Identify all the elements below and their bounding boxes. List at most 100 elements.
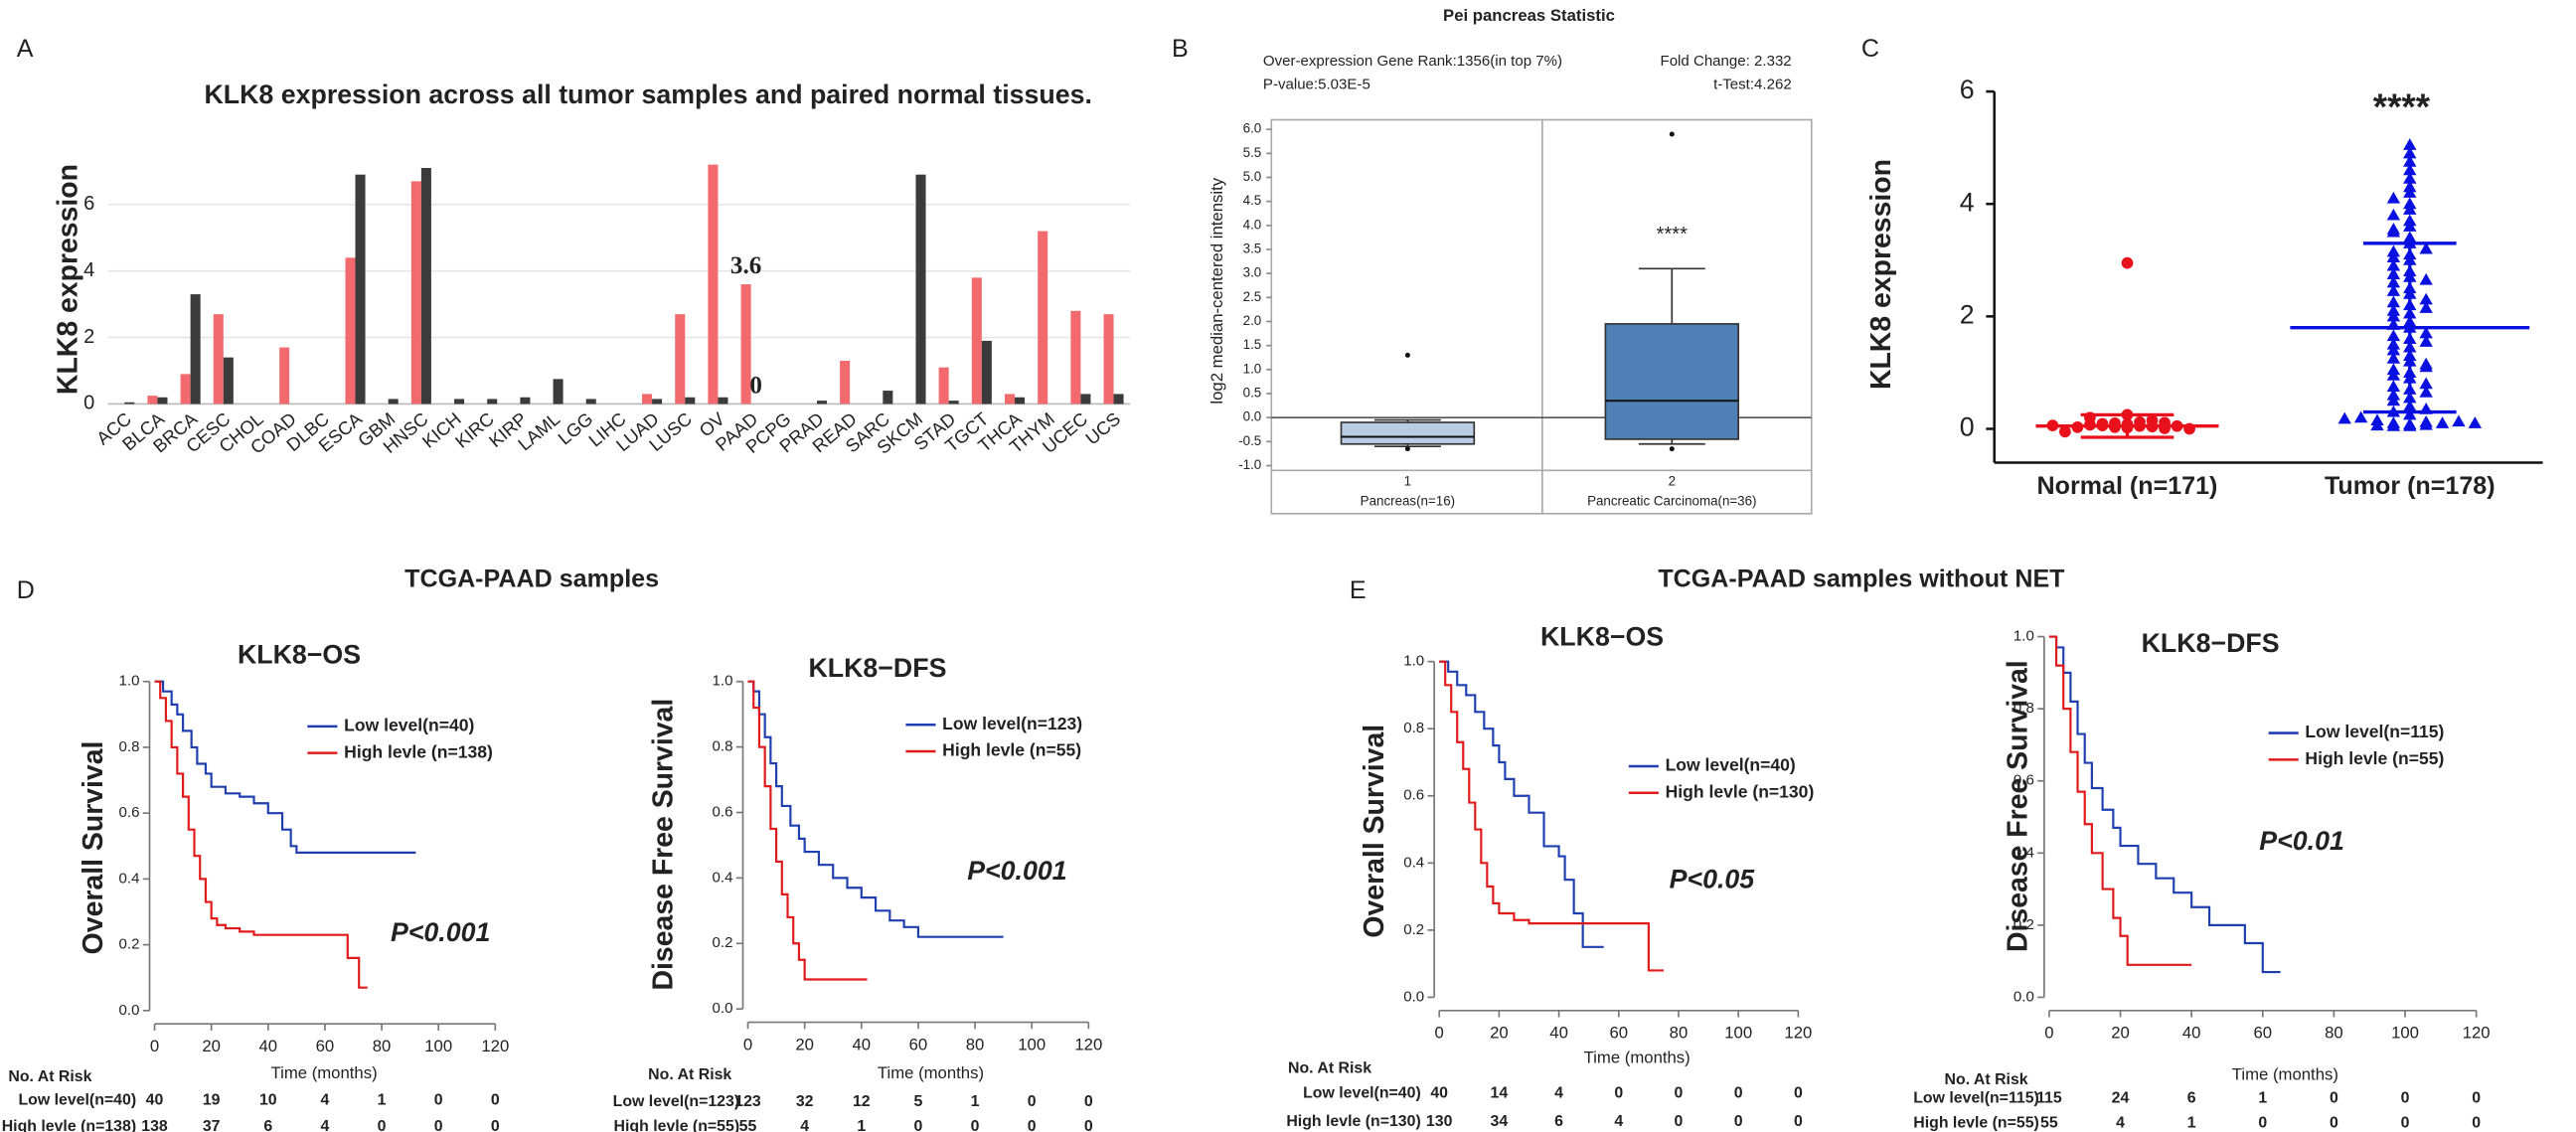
data-point <box>2419 417 2433 430</box>
y-tick-label: 0.4 <box>2013 844 2034 861</box>
survival-curve <box>154 680 416 854</box>
bar <box>180 374 191 404</box>
bar <box>718 397 728 404</box>
survival-curve <box>1439 660 1664 972</box>
x-axis-title: Time (months) <box>1584 1049 1690 1067</box>
chart-title: KLK8−DFS <box>2142 628 2280 658</box>
risk-cell: 0 <box>1794 1085 1803 1102</box>
y-tick-label: 0.8 <box>1403 720 1424 736</box>
risk-row-label: High levle (n=138) <box>2 1118 136 1132</box>
chart-title: KLK8 expression across all tumor samples… <box>204 80 1091 109</box>
bar <box>585 399 596 404</box>
x-tick-label: 40 <box>2182 1024 2201 1043</box>
bar <box>840 360 851 404</box>
risk-cell: 4 <box>2116 1115 2125 1132</box>
y-tick-label: 1.0 <box>1243 361 1262 376</box>
bar <box>1015 397 1026 404</box>
risk-cell: 0 <box>1614 1085 1623 1102</box>
y-tick-label: 4.0 <box>1243 217 1262 232</box>
y-tick-label: 6 <box>1960 75 1975 104</box>
x-tick-label: 80 <box>1670 1024 1689 1043</box>
data-point <box>2403 407 2417 420</box>
data-point <box>2403 180 2417 193</box>
risk-cell: 0 <box>434 1118 443 1132</box>
risk-cell: 19 <box>203 1091 221 1108</box>
bar <box>223 357 234 404</box>
y-tick-label: 1.5 <box>1243 337 1262 352</box>
data-point <box>2386 222 2401 235</box>
y-tick-label: 0.8 <box>2013 700 2034 717</box>
data-point <box>2403 138 2417 150</box>
y-tick-label: 0.2 <box>2013 916 2034 933</box>
risk-cell: 0 <box>491 1091 500 1108</box>
risk-cell: 0 <box>1794 1113 1803 1130</box>
legend-label: Low level(n=123) <box>942 714 1082 733</box>
x-tick-label: 60 <box>316 1037 335 1055</box>
bar <box>938 367 949 404</box>
y-tick-label: 1.0 <box>713 673 733 690</box>
x-tick-label: 120 <box>481 1037 509 1055</box>
risk-cell: 14 <box>1491 1085 1509 1102</box>
data-point <box>2403 417 2417 429</box>
legend-label: Low level(n=40) <box>1666 755 1796 775</box>
y-tick-label: 3.0 <box>1243 265 1262 280</box>
bar <box>157 397 168 404</box>
y-tick-label: 0.6 <box>2013 772 2034 789</box>
y-tick-label: 0.0 <box>119 1002 140 1019</box>
risk-cell: 0 <box>1028 1093 1037 1110</box>
y-tick-label: 0.6 <box>119 804 140 821</box>
risk-cell: 123 <box>734 1093 761 1110</box>
y-tick-label: 0.6 <box>1403 787 1424 804</box>
y-axis-title: log2 median-centered intensity <box>1208 177 1226 404</box>
risk-cell: 4 <box>1614 1113 1623 1130</box>
data-point <box>2435 416 2450 428</box>
data-point <box>2337 411 2351 424</box>
risk-cell: 1 <box>2258 1090 2267 1107</box>
risk-cell: 4 <box>800 1118 809 1132</box>
bar <box>1103 314 1114 404</box>
y-tick-label: 5.5 <box>1243 145 1262 160</box>
risk-cell: 40 <box>146 1091 164 1108</box>
bar <box>388 399 399 404</box>
risk-cell: 6 <box>1554 1113 1563 1130</box>
bar <box>355 174 366 404</box>
bar <box>740 284 751 404</box>
legend-label: High levle (n=130) <box>1666 781 1815 801</box>
data-point <box>2386 250 2401 262</box>
data-point <box>2386 275 2401 288</box>
annotation: **** <box>2373 86 2431 127</box>
risk-cell: 0 <box>1028 1118 1037 1132</box>
panel-label: B <box>1172 35 1189 63</box>
x-tick-label: 20 <box>202 1037 221 1055</box>
y-tick-label: 1.0 <box>2013 628 2034 645</box>
data-point <box>2096 417 2109 430</box>
outlier <box>1404 446 1410 452</box>
survival-curve <box>2048 635 2281 974</box>
data-point <box>2419 326 2433 339</box>
panel-label: C <box>1861 35 1879 63</box>
data-point <box>2386 191 2401 204</box>
risk-cell: 55 <box>2040 1115 2058 1132</box>
data-point <box>2419 301 2433 313</box>
panel-label: E <box>1350 576 1367 604</box>
risk-table-title: No. At Risk <box>1288 1060 1371 1077</box>
outlier <box>1404 352 1410 358</box>
y-tick-label: 0.4 <box>713 869 733 886</box>
chart-title: Pei pancreas Statistic <box>1443 6 1615 25</box>
data-label: 3.6 <box>730 252 761 279</box>
risk-cell: 0 <box>491 1118 500 1132</box>
section-title: TCGA-PAAD samples without NET <box>1658 565 2065 592</box>
y-axis-title: KLK8 expression <box>1865 159 1897 390</box>
x-tick-label: 80 <box>373 1037 392 1055</box>
risk-cell: 24 <box>2112 1090 2130 1107</box>
risk-cell: 12 <box>853 1093 871 1110</box>
box <box>1604 323 1740 440</box>
chart-title: KLK8−DFS <box>808 653 946 683</box>
x-tick-label: 100 <box>2391 1024 2419 1043</box>
bar <box>454 399 465 404</box>
data-point <box>2386 329 2401 342</box>
legend-label: High levle (n=55) <box>2305 748 2444 768</box>
x-tick-label: 40 <box>852 1035 871 1053</box>
